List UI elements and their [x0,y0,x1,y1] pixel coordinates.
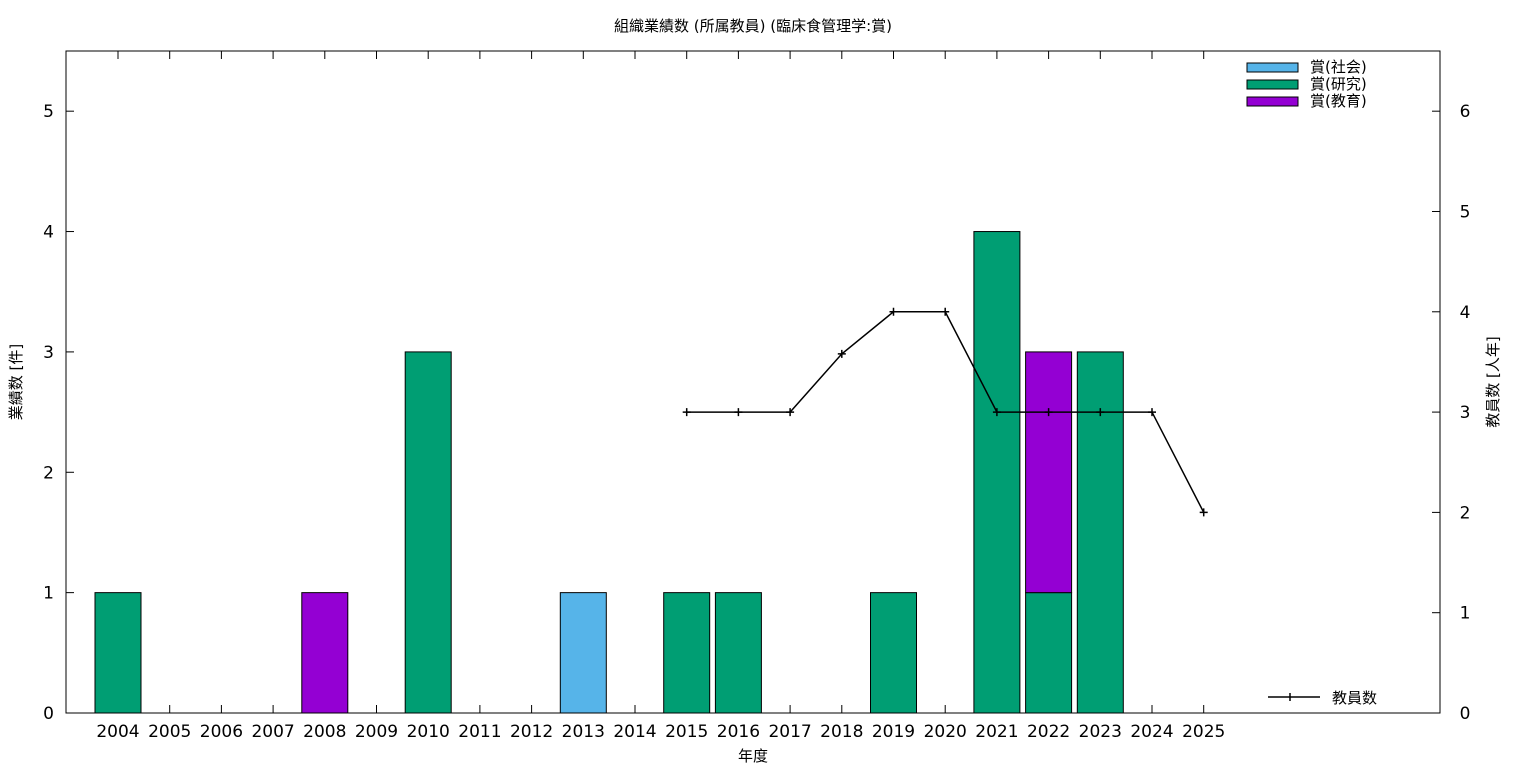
line-point [1148,408,1156,417]
bar [1025,351,1073,594]
y-tick-label: 3 [43,343,54,363]
line-point [1199,508,1208,517]
legend: 賞(社会)賞(研究)賞(教育) 教員数 [1246,58,1377,707]
x-tick-label: 2022 [1027,722,1070,742]
y2-tick-label: 2 [1460,503,1471,523]
y2-tick-label: 5 [1460,202,1471,222]
bar [404,351,452,714]
legend-label: 賞(研究) [1310,75,1367,93]
bar [559,592,607,714]
line-series [682,307,1208,517]
x-tick-label: 2004 [96,722,139,742]
y2-tick-label: 3 [1460,403,1471,423]
line-point [786,408,795,417]
y2-tick-label: 6 [1460,102,1471,122]
line-point [992,408,1001,417]
line-point [889,307,898,316]
x-tick-label: 2008 [303,722,346,742]
x-tick-label: 2021 [975,722,1018,742]
x-tick-label: 2005 [148,722,191,742]
x-tick-label: 2010 [407,722,450,742]
bar [1025,592,1073,714]
y-tick-label: 4 [43,223,54,243]
bar [1076,351,1124,714]
legend-swatch [1246,62,1299,73]
line-point [1096,408,1105,417]
x-tick-label: 2018 [820,722,863,742]
x-tick-label: 2016 [717,722,760,742]
legend-swatch [1246,96,1299,107]
bar [973,231,1021,714]
legend-swatch [1246,79,1299,90]
line-point [1044,408,1053,417]
x-tick-label: 2017 [768,722,811,742]
x-tick-label: 2019 [872,722,915,742]
line-point [941,307,950,316]
x-tick-label: 2023 [1079,722,1122,742]
y-tick-label: 1 [43,584,54,604]
x-tick-label: 2020 [924,722,967,742]
x-axis-label: 年度 [738,747,768,765]
y2-tick-label: 1 [1460,604,1471,624]
x-tick-label: 2007 [251,722,294,742]
y2-tick-label: 4 [1460,303,1471,323]
x-tick-label: 2015 [665,722,708,742]
x-tick-label: 2006 [200,722,243,742]
line-point [682,408,691,417]
bar [94,592,142,714]
y-axis-label: 業績数 [件] [7,344,25,420]
legend-label: 賞(社会) [1310,58,1367,76]
x-axis: 2004 2005 2006 2007 2008 2009 2010 2011 2012 2013… [96,51,1225,742]
y-axis-left: 0 1 2 3 4 5 [43,102,74,724]
bar [301,592,349,714]
x-tick-label: 2025 [1182,722,1225,742]
line-point [837,349,846,358]
y-tick-label: 2 [43,463,54,483]
chart-title: 組織業績数 (所属教員) (臨床食管理学:賞) [614,17,892,35]
y2-axis-label: 教員数 [人年] [1484,336,1502,427]
bar-group [94,231,1124,714]
staff-count-line [686,311,1205,513]
bar [663,592,711,714]
line-point [734,408,743,417]
x-tick-label: 2009 [355,722,398,742]
y-axis-right: 0 1 2 3 4 5 6 [1432,102,1470,724]
x-tick-label: 2011 [458,722,501,742]
y-tick-label: 5 [43,102,54,122]
legend-label: 教員数 [1332,689,1377,707]
legend-label: 賞(教育) [1310,92,1367,110]
bar [870,592,917,714]
y-tick-label: 0 [43,704,54,724]
bar [714,592,762,714]
x-tick-label: 2012 [510,722,553,742]
x-tick-label: 2013 [562,722,605,742]
x-tick-label: 2014 [613,722,656,742]
y2-tick-label: 0 [1460,704,1471,724]
x-tick-label: 2024 [1130,722,1173,742]
